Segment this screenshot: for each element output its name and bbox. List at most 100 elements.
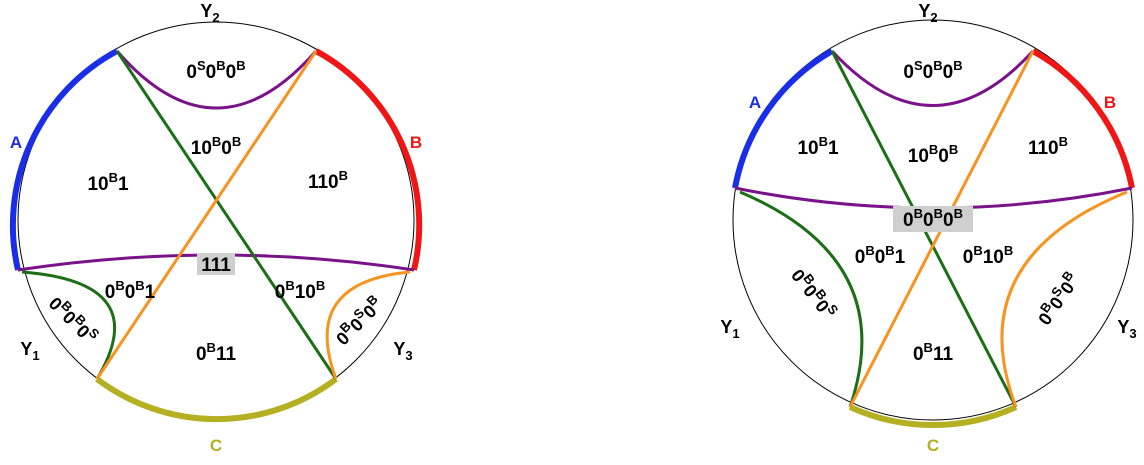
right-arc-c bbox=[848, 404, 1018, 428]
left-orange-corner bbox=[325, 270, 411, 380]
region-text-base: 0 bbox=[221, 138, 232, 159]
right-label-y3: Y3 bbox=[1117, 317, 1136, 341]
left-label-y1: Y1 bbox=[20, 339, 39, 363]
region-text-sup: B bbox=[949, 142, 958, 157]
right-green-side bbox=[739, 190, 864, 408]
region-text-base: 1 bbox=[895, 247, 906, 268]
region-text-sup: B bbox=[232, 134, 241, 149]
region-text-sup: B bbox=[207, 340, 216, 355]
right-label-a: A bbox=[749, 93, 761, 112]
left-region-center: 111 bbox=[201, 255, 231, 276]
left-region-right: 110B​ bbox=[308, 168, 348, 193]
right-center-highlight bbox=[893, 206, 973, 232]
right-arc-b bbox=[1031, 48, 1135, 189]
region-text-base: 11 bbox=[933, 344, 954, 365]
right-region-upper-center: 10B​0B​ bbox=[908, 142, 959, 167]
region-text-sup: B bbox=[819, 134, 828, 149]
region-text-sup: B bbox=[115, 278, 124, 293]
region-text-sup: B bbox=[933, 58, 942, 73]
region-text-sup: B bbox=[885, 243, 894, 258]
region-text-base: 10 bbox=[87, 174, 108, 195]
region-text-sup: B bbox=[924, 340, 933, 355]
left-label-y2: Y2 bbox=[200, 1, 219, 25]
region-text-sup: B bbox=[914, 206, 923, 221]
right-label-y2: Y2 bbox=[918, 1, 937, 25]
right-region-top: 0S​0B​0B​ bbox=[903, 58, 962, 83]
right-arc-a bbox=[732, 48, 834, 189]
left-label-a: A bbox=[10, 133, 22, 152]
region-text-base: 0 bbox=[196, 344, 207, 365]
region-text-base: 10 bbox=[295, 282, 316, 303]
left-region-bottom: 0B​11 bbox=[196, 340, 236, 365]
region-text-base: 0 bbox=[855, 247, 866, 268]
right-circle bbox=[732, 19, 1134, 421]
right-region-center: 0B​0B​0B​ bbox=[903, 206, 963, 231]
region-text-base: 0 bbox=[875, 247, 886, 268]
region-text-sup: B bbox=[973, 243, 982, 258]
diagram-left: 0S​0B​0B​ 10B​1 10B​0B​ 110B​ 111 0B​0B​… bbox=[9, 1, 423, 455]
left-region-lower-right: 0B​10B​ bbox=[275, 278, 326, 303]
region-text-sup: B bbox=[954, 206, 963, 221]
region-text-sup: B bbox=[109, 170, 118, 185]
region-text-sup: B bbox=[1059, 134, 1068, 149]
region-text-sup: B bbox=[1004, 243, 1013, 258]
right-label-b: B bbox=[1104, 93, 1116, 112]
right-region-side-left: 0B​0B​0S​ bbox=[787, 263, 842, 323]
right-orange-side bbox=[1000, 190, 1128, 408]
diagram-right: 0S​0B​0B​ 10B​1 10B​0B​ 110B​ 0B​0B​0B​ … bbox=[720, 1, 1136, 455]
region-text-base: 110 bbox=[1028, 138, 1059, 159]
region-text-sup: B bbox=[339, 168, 348, 183]
left-label-y3: Y3 bbox=[393, 339, 412, 363]
region-text-base: 0 bbox=[943, 62, 954, 83]
region-text-base: 1 bbox=[828, 138, 839, 159]
region-text-sup: B bbox=[135, 278, 144, 293]
left-arc-b bbox=[314, 48, 423, 271]
region-text-base: 0 bbox=[105, 282, 116, 303]
region-text-sup: S bbox=[197, 58, 206, 73]
left-green-diag bbox=[115, 50, 338, 380]
left-region-top: 0S​0B​0B​ bbox=[186, 58, 245, 83]
left-orange-diag bbox=[95, 50, 318, 380]
region-text-sup: B bbox=[216, 58, 225, 73]
left-region-lower-left: 0B​0B​1 bbox=[105, 278, 156, 303]
region-text-base: 0 bbox=[226, 62, 237, 83]
region-text-base: 0 bbox=[923, 62, 934, 83]
region-text-base: 0 bbox=[275, 282, 286, 303]
left-arc-a bbox=[9, 48, 119, 271]
region-text-base: 0 bbox=[943, 210, 954, 231]
left-green-corner bbox=[21, 270, 116, 380]
region-text-base: 110 bbox=[308, 172, 339, 193]
region-text-base: 0 bbox=[963, 247, 974, 268]
region-text-base: 0 bbox=[186, 62, 197, 83]
region-text-base: 0 bbox=[206, 62, 217, 83]
region-text-sup: B bbox=[316, 278, 325, 293]
left-region-corner-left: 0B​0B​0S​ bbox=[45, 291, 103, 349]
region-text-sup: B bbox=[212, 134, 221, 149]
left-purple-top bbox=[115, 50, 318, 110]
region-text-base: 1 bbox=[145, 282, 156, 303]
right-purple-top bbox=[830, 49, 1035, 107]
right-label-c: C bbox=[927, 436, 939, 455]
region-text-sup: B bbox=[934, 206, 943, 221]
region-text-sup: B bbox=[236, 58, 245, 73]
right-region-upper-right: 110B​ bbox=[1028, 134, 1068, 159]
region-text-base: 0 bbox=[938, 146, 949, 167]
region-text-base: 10 bbox=[983, 247, 1004, 268]
region-text-base: 0 bbox=[903, 62, 914, 83]
region-text-base: 11 bbox=[216, 344, 237, 365]
left-label-c: C bbox=[210, 436, 222, 455]
left-center-highlight bbox=[197, 253, 235, 275]
region-text-sup: B bbox=[953, 58, 962, 73]
region-text-base: 10 bbox=[797, 138, 818, 159]
region-text-sup: S bbox=[914, 58, 923, 73]
region-text-sup: B bbox=[929, 142, 938, 157]
right-region-mid-right: 0B​10B​ bbox=[963, 243, 1014, 268]
region-text-base: 1 bbox=[118, 174, 129, 195]
right-region-mid-left: 0B​0B​1 bbox=[855, 243, 906, 268]
region-text-base: 111 bbox=[201, 255, 231, 276]
left-label-b: B bbox=[410, 133, 422, 152]
region-text-sup: B bbox=[285, 278, 294, 293]
region-text-base: 10 bbox=[908, 146, 929, 167]
